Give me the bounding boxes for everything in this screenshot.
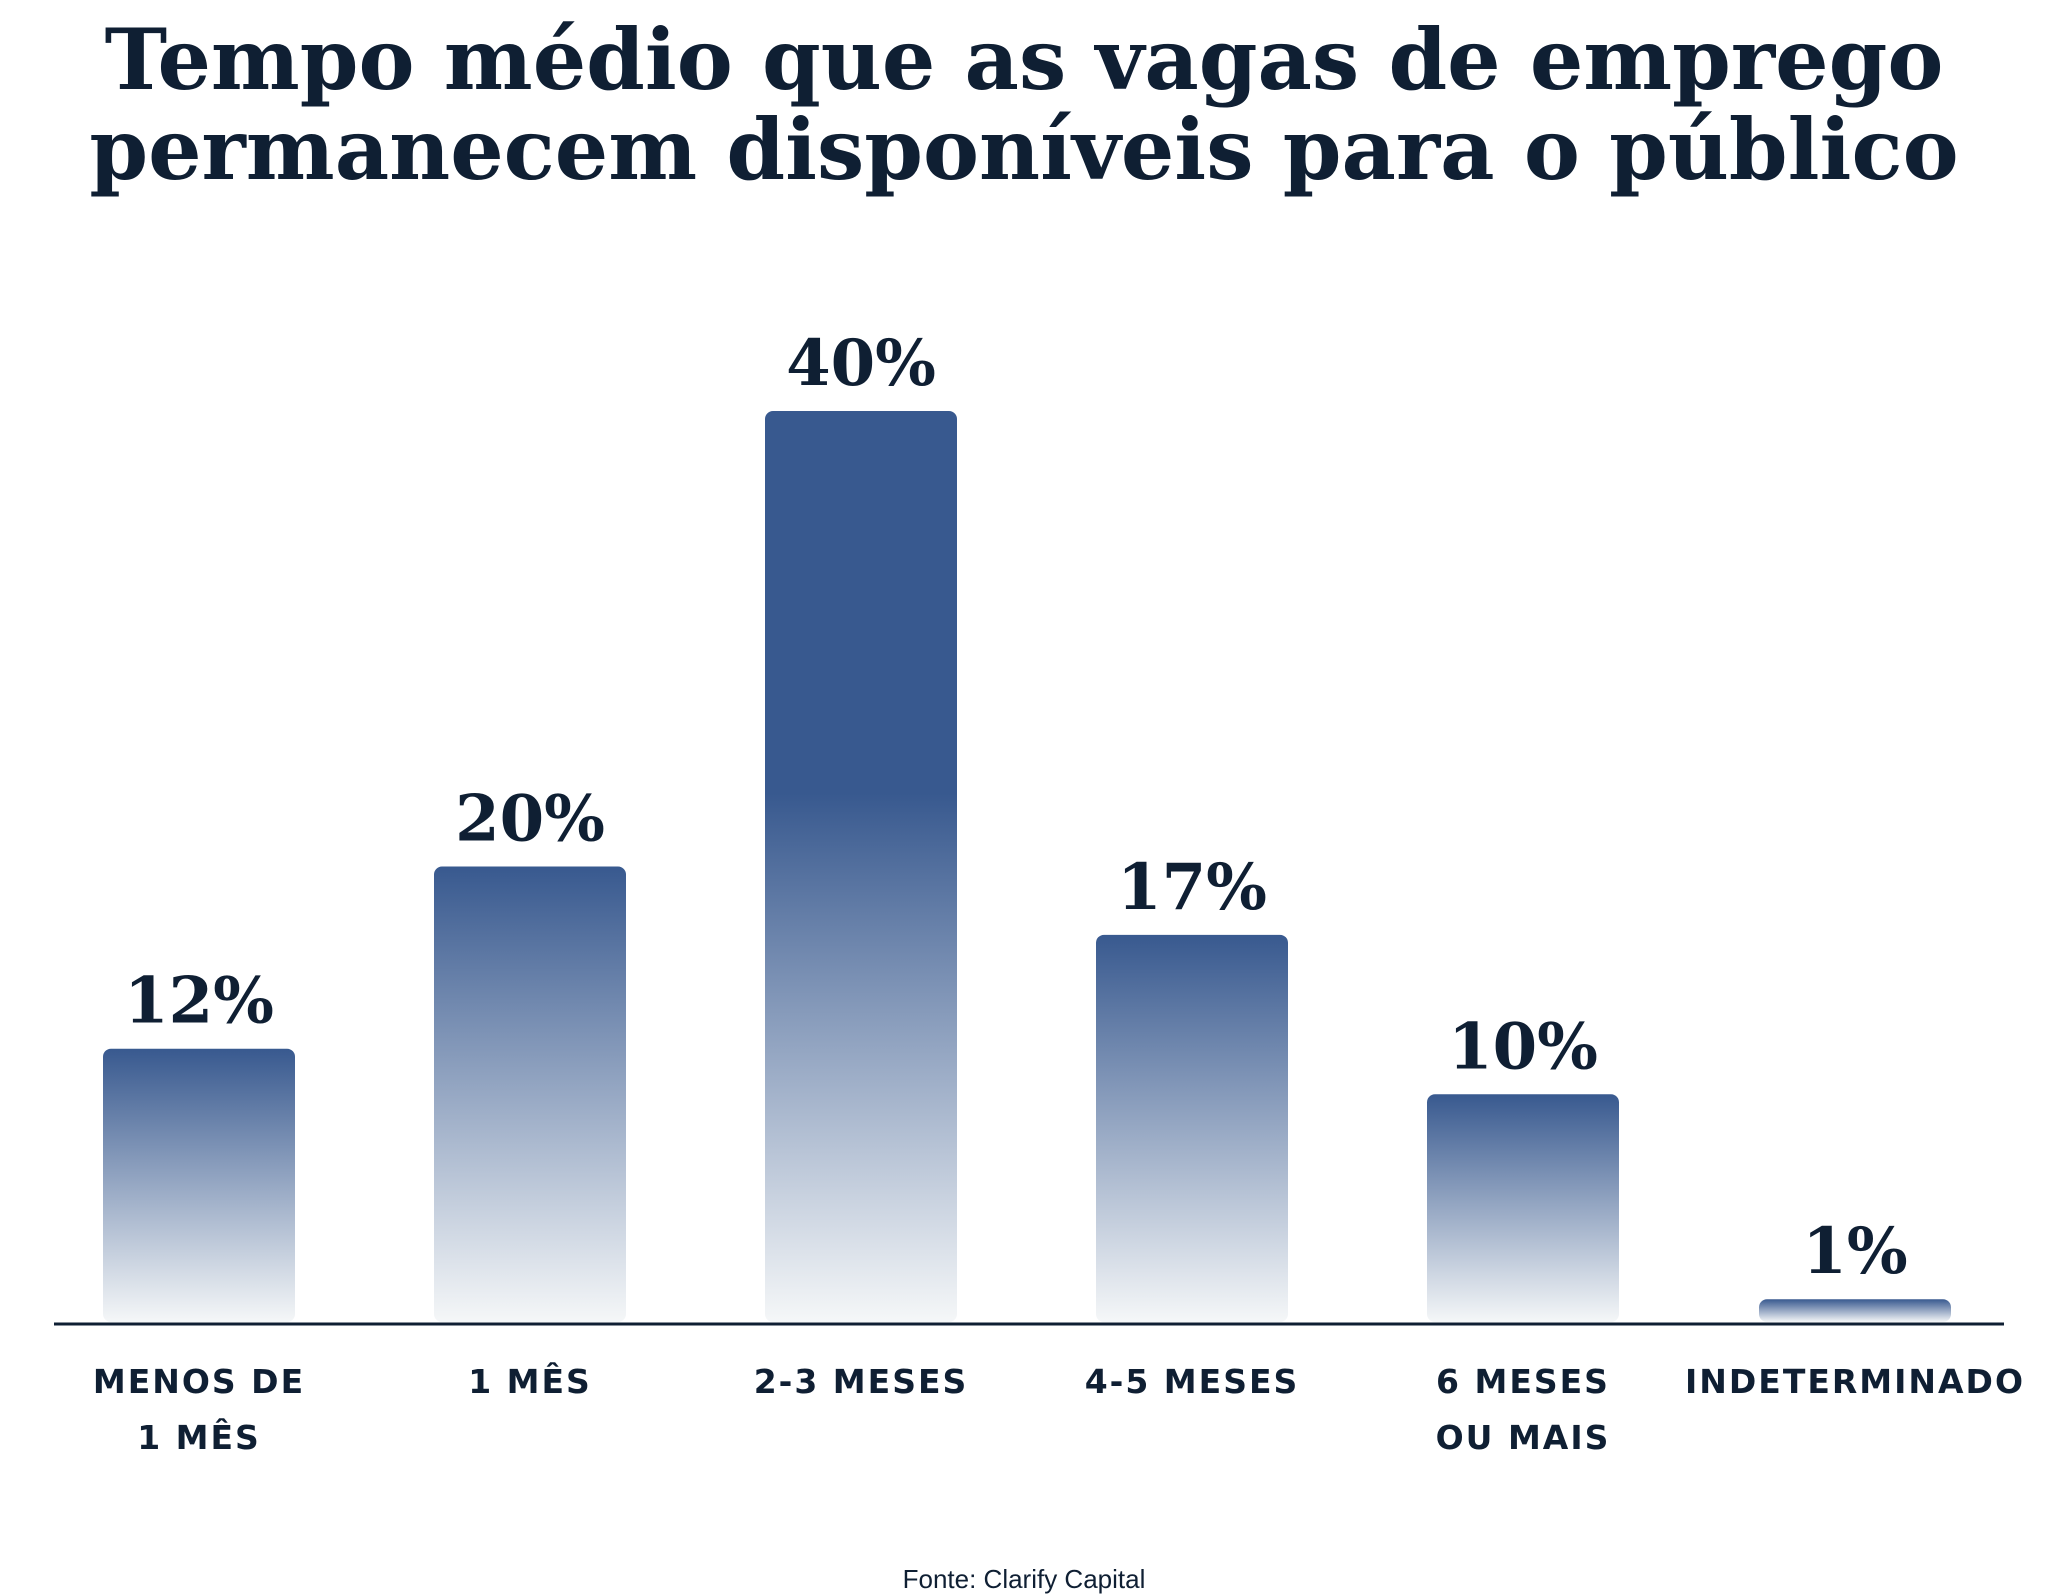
category-label-0-line-1: 1 MÊS	[137, 1417, 261, 1457]
data-label-5: 1%	[1802, 1214, 1907, 1289]
bar-5	[1759, 1299, 1951, 1322]
chart-title-line-2: permanecem disponíveis para o público	[89, 100, 1959, 199]
category-label-4-line-0: 6 MESES	[1436, 1362, 1610, 1401]
category-label-0-line-0: MENOS DE	[93, 1362, 305, 1401]
category-label-4-line-1: OU MAIS	[1436, 1418, 1611, 1457]
data-label-1: 20%	[455, 782, 605, 857]
source-note: Fonte: Clarify Capital	[902, 1564, 1146, 1594]
bar-0	[103, 1048, 295, 1322]
category-label-2: 2-3 MESES	[754, 1362, 969, 1401]
bar-4	[1427, 1094, 1619, 1322]
data-label-0: 12%	[124, 964, 274, 1039]
category-label-5: INDETERMINADO	[1685, 1362, 2025, 1401]
category-label-1: 1 MÊS	[468, 1361, 592, 1401]
bar-3	[1096, 934, 1288, 1322]
bar-2	[765, 411, 957, 1322]
data-label-2: 40%	[786, 326, 936, 401]
bar-1	[434, 866, 626, 1322]
chart-title-line-1: Tempo médio que as vagas de emprego	[104, 10, 1944, 109]
category-label-3: 4-5 MESES	[1085, 1362, 1300, 1401]
data-label-3: 17%	[1117, 850, 1267, 925]
data-label-4: 10%	[1448, 1009, 1598, 1084]
